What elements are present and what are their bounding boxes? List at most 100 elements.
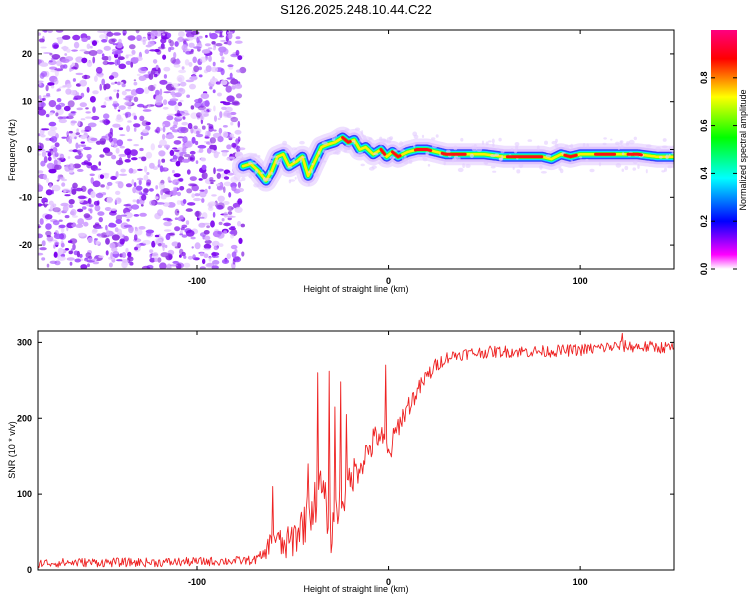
- noise-cell: [172, 94, 177, 98]
- colorbar-tick-label: 0.2: [699, 215, 709, 228]
- noise-cell: [227, 215, 236, 218]
- noise-cell: [187, 36, 194, 41]
- noise-cell: [155, 185, 159, 190]
- noise-cell: [101, 53, 105, 58]
- ridge-speck: [471, 146, 478, 152]
- noise-cell: [188, 62, 193, 67]
- noise-cell: [38, 170, 44, 174]
- noise-cell: [130, 61, 134, 68]
- ridge-speck: [615, 163, 622, 168]
- noise-cell: [56, 179, 60, 182]
- noise-cell: [209, 144, 216, 150]
- noise-cell: [115, 171, 119, 178]
- noise-cell: [70, 120, 78, 124]
- noise-cell: [75, 187, 83, 192]
- noise-cell: [53, 164, 62, 170]
- noise-cell: [193, 125, 198, 130]
- ridge-speck: [579, 156, 583, 159]
- spectrogram-plot-area: [38, 30, 674, 269]
- noise-cell: [193, 65, 200, 73]
- noise-cell: [110, 252, 113, 260]
- noise-cell: [159, 139, 167, 147]
- noise-cell: [176, 200, 181, 205]
- noise-cell: [43, 156, 48, 163]
- noise-cell: [49, 260, 57, 264]
- ridge-speck: [617, 145, 621, 150]
- ridge-speck: [317, 150, 321, 155]
- noise-cell: [220, 68, 225, 76]
- noise-cell: [114, 59, 119, 66]
- noise-cell: [46, 162, 55, 170]
- noise-cell: [144, 49, 150, 54]
- ridge-speck: [496, 147, 500, 150]
- ridge-speck: [261, 161, 264, 166]
- noise-cell: [178, 31, 185, 38]
- noise-cell: [51, 184, 61, 192]
- noise-cell: [64, 53, 68, 56]
- noise-cell: [81, 161, 88, 166]
- noise-cell: [38, 225, 42, 228]
- noise-cell: [94, 75, 98, 82]
- noise-cell: [181, 224, 188, 228]
- ridge-speck: [628, 139, 635, 145]
- noise-cell: [140, 67, 147, 71]
- noise-cell: [179, 152, 184, 157]
- noise-cell: [41, 128, 50, 131]
- noise-cell: [203, 253, 209, 258]
- noise-cell: [108, 136, 113, 143]
- noise-cell: [40, 102, 46, 107]
- noise-cell: [42, 97, 46, 101]
- ridge-speck: [488, 140, 492, 143]
- noise-cell: [209, 32, 218, 40]
- noise-cell: [131, 179, 135, 186]
- y-tick-label: 10: [22, 97, 32, 107]
- noise-cell: [201, 172, 208, 180]
- ridge-speck: [527, 139, 533, 142]
- noise-cell: [98, 217, 104, 223]
- ridge-speck: [624, 165, 629, 171]
- noise-cell: [162, 126, 166, 133]
- noise-cell: [211, 252, 220, 257]
- noise-cell: [133, 182, 137, 188]
- noise-cell: [179, 215, 184, 220]
- noise-cell: [62, 205, 69, 213]
- ridge-speck: [512, 166, 515, 170]
- noise-cell: [127, 120, 132, 123]
- noise-cell: [210, 220, 215, 228]
- noise-cell: [96, 233, 102, 237]
- noise-cell: [223, 222, 232, 227]
- noise-cell: [80, 144, 87, 148]
- noise-cell: [235, 93, 243, 99]
- ridge-speck: [386, 163, 390, 166]
- noise-cell: [132, 199, 137, 203]
- noise-cell: [90, 137, 98, 142]
- noise-cell: [164, 144, 171, 149]
- noise-cell: [49, 52, 53, 56]
- noise-cell: [80, 141, 86, 144]
- noise-cell: [49, 183, 52, 188]
- ridge-speck: [294, 155, 296, 159]
- noise-cell: [173, 120, 179, 126]
- ridge-speck: [328, 134, 335, 137]
- ridge-speck: [500, 150, 505, 154]
- noise-cell: [123, 204, 131, 207]
- ridge-speck: [335, 130, 341, 133]
- noise-cell: [169, 126, 175, 131]
- noise-cell: [87, 263, 90, 268]
- noise-cell: [112, 123, 121, 128]
- noise-cell: [49, 148, 54, 151]
- noise-cell: [221, 151, 228, 157]
- noise-cell: [116, 89, 120, 93]
- noise-cell: [40, 134, 46, 138]
- noise-cell: [154, 234, 160, 238]
- noise-cell: [136, 73, 141, 77]
- noise-cell: [228, 227, 236, 231]
- noise-cell: [237, 187, 244, 193]
- noise-cell: [125, 60, 132, 65]
- noise-cell: [65, 88, 72, 95]
- noise-cell: [198, 178, 203, 181]
- noise-cell: [181, 66, 185, 70]
- ridge-speck: [586, 143, 589, 148]
- noise-cell: [206, 123, 211, 126]
- ridge-speck: [255, 169, 258, 174]
